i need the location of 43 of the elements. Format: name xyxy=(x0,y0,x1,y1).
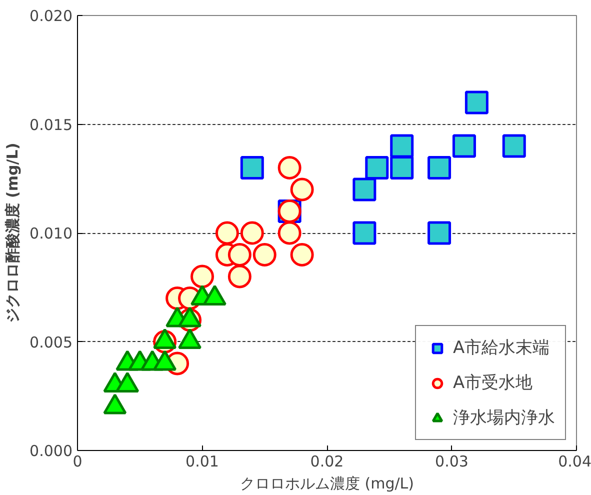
point xyxy=(252,243,276,266)
point xyxy=(190,264,214,288)
x-axis-title: クロロホルム濃度 (mg/L) xyxy=(240,474,414,492)
point xyxy=(202,284,226,306)
point xyxy=(228,243,252,266)
point xyxy=(290,178,314,202)
y-tick-label: 0.020 xyxy=(30,7,73,25)
y-axis-title: ジクロロ酢酸濃度 (mg/L) xyxy=(4,142,22,324)
point xyxy=(153,328,177,350)
point xyxy=(352,221,376,245)
point xyxy=(365,156,389,180)
y-tick-label: 0.015 xyxy=(30,116,73,134)
point xyxy=(153,350,177,371)
point xyxy=(278,221,302,245)
point xyxy=(428,221,452,245)
x-tick-label: 0.02 xyxy=(310,452,344,470)
point xyxy=(240,156,264,180)
legend-label: A市給水末端 xyxy=(453,337,550,359)
x-tick-label: 0.04 xyxy=(558,452,591,470)
y-tick-label: 0.010 xyxy=(30,224,73,242)
point xyxy=(228,264,252,288)
y-tick-label: 0.000 xyxy=(30,442,73,460)
point xyxy=(390,156,414,180)
legend-label: A市受水地 xyxy=(453,372,533,394)
point xyxy=(178,328,202,350)
x-tick-label: 0 xyxy=(72,452,82,470)
y-tick-label: 0.005 xyxy=(30,333,73,352)
point xyxy=(502,134,526,158)
legend-label: 浄水場内浄水 xyxy=(453,407,555,429)
x-tick-label: 0.03 xyxy=(435,452,468,470)
point xyxy=(390,134,414,158)
point xyxy=(116,372,140,393)
point xyxy=(215,221,239,245)
point xyxy=(178,306,202,328)
point xyxy=(452,134,476,158)
point xyxy=(464,90,488,114)
point xyxy=(428,156,452,180)
point xyxy=(352,178,376,202)
x-tick-label: 0.01 xyxy=(186,452,219,470)
point xyxy=(290,243,314,266)
point xyxy=(103,394,127,414)
point xyxy=(240,221,264,245)
point xyxy=(278,156,302,180)
